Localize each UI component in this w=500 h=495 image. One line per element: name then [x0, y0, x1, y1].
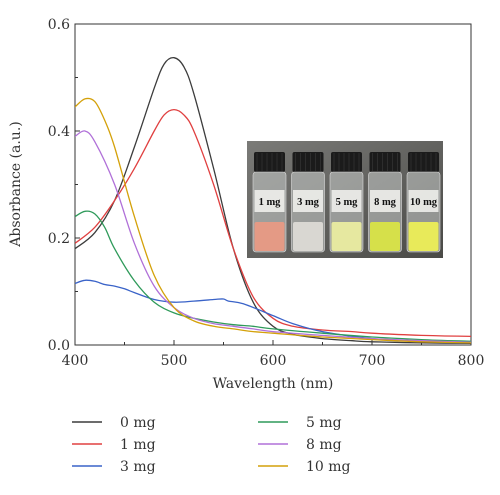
vial-sticker	[254, 190, 285, 212]
y-axis: 0.0 0.2 0.4 0.6	[48, 17, 80, 354]
series-line-1-mg	[75, 108, 471, 338]
vial: 1 mg	[252, 152, 287, 253]
legend-label: 8 mg	[306, 437, 342, 453]
vial-label: 3 mg	[297, 197, 320, 208]
vial-liquid	[370, 222, 400, 251]
vial-cap	[408, 152, 439, 172]
x-tick-label: 700	[359, 353, 386, 369]
vial: 10 mg	[406, 152, 441, 253]
vial-cap	[254, 152, 285, 172]
vial-sticker	[408, 190, 439, 212]
y-tick-label: 0.0	[48, 338, 70, 354]
legend-label: 10 mg	[306, 459, 351, 475]
vial-liquid	[331, 222, 362, 251]
vial-liquid	[254, 222, 285, 251]
y-tick-label: 0.4	[48, 124, 70, 140]
y-tick-label: 0.6	[48, 17, 70, 33]
x-tick-label: 500	[161, 353, 188, 369]
x-tick-label: 800	[458, 353, 485, 369]
legend-item: 8 mg	[258, 437, 342, 453]
vial-label: 5 mg	[336, 197, 359, 208]
vial-liquid	[293, 222, 323, 251]
vial-sticker	[293, 190, 323, 212]
series-line-8-mg	[75, 130, 471, 343]
legend-item: 0 mg	[72, 415, 156, 431]
vial: 3 mg	[291, 152, 325, 253]
series-line-10-mg	[75, 97, 471, 344]
legend-label: 5 mg	[306, 415, 342, 431]
vial-cap	[292, 152, 324, 172]
legend-label: 3 mg	[120, 459, 156, 475]
y-axis-title: Absorbance (a.u.)	[8, 121, 24, 247]
vial: 8 mg	[368, 152, 402, 253]
series-layer	[75, 57, 471, 345]
legend-label: 1 mg	[120, 437, 156, 453]
vial-sticker	[370, 190, 400, 212]
vial-label: 8 mg	[374, 197, 397, 208]
legend-item: 5 mg	[258, 415, 342, 431]
legend: 0 mg 1 mg 3 mg 5 mg 8 mg 10 mg	[72, 415, 351, 475]
vial-sticker	[331, 190, 362, 212]
x-axis-title: Wavelength (nm)	[213, 376, 334, 392]
x-axis: 400 500 600 700 800	[62, 340, 485, 369]
legend-item: 1 mg	[72, 437, 156, 453]
y-tick-label: 0.2	[48, 231, 70, 247]
x-tick-label: 400	[62, 353, 89, 369]
vial-label: 1 mg	[259, 197, 282, 208]
x-tick-label: 600	[260, 353, 287, 369]
series-line-0-mg	[75, 57, 471, 345]
legend-item: 3 mg	[72, 459, 156, 475]
inset-photo: 1 mg 3 mg 5 mg 8 mg 10 mg	[247, 141, 443, 258]
vial-liquid	[408, 222, 439, 251]
series-line-3-mg	[75, 279, 471, 344]
vial-label: 10 mg	[410, 197, 438, 208]
legend-label: 0 mg	[120, 415, 156, 431]
vial-cap	[369, 152, 401, 172]
legend-item: 10 mg	[258, 459, 351, 475]
vial-cap	[331, 152, 362, 172]
vial: 5 mg	[329, 152, 364, 253]
